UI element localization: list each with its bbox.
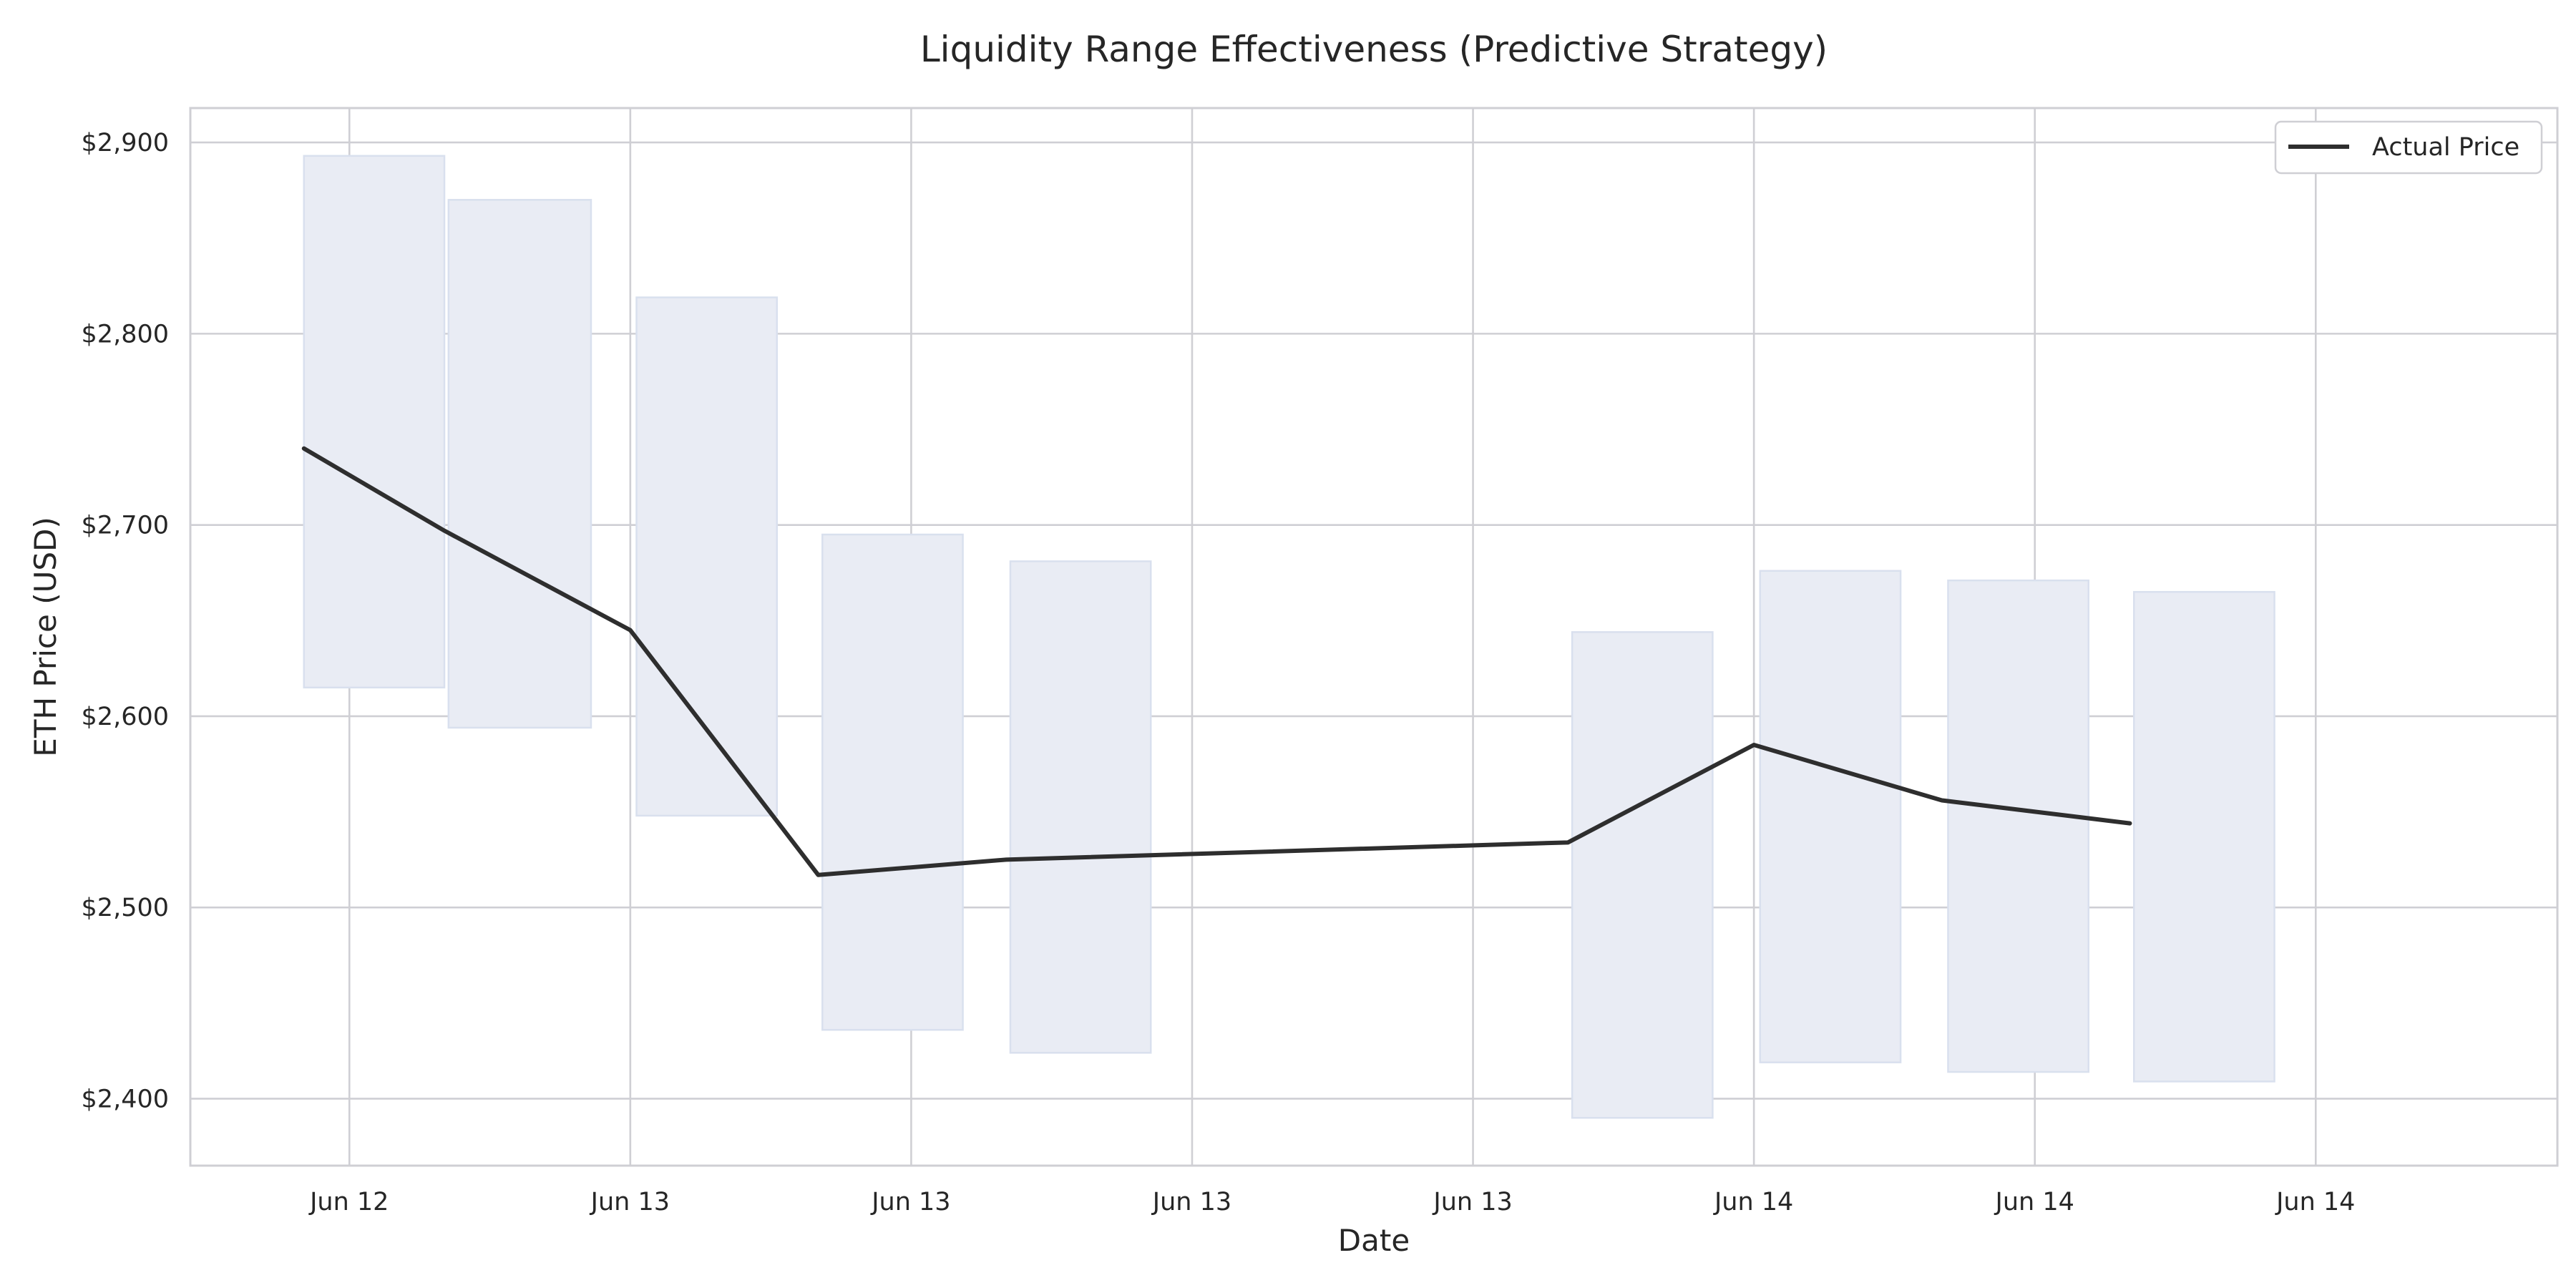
x-tick-label: Jun 13	[1432, 1188, 1512, 1216]
liquidity-range-band	[821, 533, 964, 1031]
y-tick-label: $2,600	[82, 703, 169, 731]
y-tick-label: $2,900	[82, 129, 169, 157]
liquidity-ranges	[303, 155, 2275, 1119]
x-tick-labels: Jun 12 Jun 13 Jun 13 Jun 13 Jun 13 Jun 14 Jun …	[308, 1188, 2355, 1216]
x-axis-label: Date	[1338, 1223, 1410, 1258]
liquidity-range-band	[1947, 579, 2090, 1073]
liquidity-range-band	[1009, 560, 1152, 1054]
x-tick-label: Jun 12	[308, 1188, 389, 1216]
y-tick-label: $2,700	[82, 512, 169, 540]
legend-label: Actual Price	[2372, 133, 2519, 162]
plot-frame	[189, 107, 2559, 1167]
liquidity-range-band	[1571, 631, 1714, 1119]
y-tick-labels: $2,400 $2,500 $2,600 $2,700 $2,800 $2,900	[82, 129, 169, 1113]
x-tick-label: Jun 14	[1994, 1188, 2074, 1216]
liquidity-range-band	[635, 296, 779, 817]
chart-title: Liquidity Range Effectiveness (Predictiv…	[920, 29, 1828, 70]
x-tick-label: Jun 13	[870, 1188, 950, 1216]
liquidity-range-band	[447, 199, 592, 729]
legend: Actual Price	[2274, 120, 2543, 175]
price-lines	[301, 446, 2132, 877]
y-axis-label: ETH Price (USD)	[28, 517, 63, 756]
y-tick-label: $2,800	[82, 320, 169, 348]
x-tick-label: Jun 14	[2275, 1188, 2355, 1216]
legend-box	[2274, 120, 2543, 175]
x-tick-label: Jun 13	[1151, 1188, 1231, 1216]
liquidity-range-band	[1759, 570, 1902, 1063]
y-tick-label: $2,500	[82, 894, 169, 922]
actual-price-line	[301, 446, 2132, 877]
y-tick-label: $2,400	[82, 1085, 169, 1113]
liquidity-range-band	[303, 155, 446, 689]
liquidity-range-band	[2133, 590, 2275, 1083]
x-tick-label: Jun 14	[1713, 1188, 1793, 1216]
x-tick-label: Jun 13	[590, 1188, 670, 1216]
